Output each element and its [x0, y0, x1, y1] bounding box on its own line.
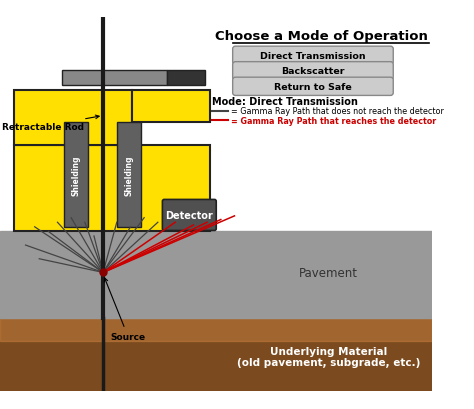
Text: Direct Transmission: Direct Transmission: [260, 52, 366, 61]
Text: Choose a Mode of Operation: Choose a Mode of Operation: [215, 29, 428, 43]
Bar: [14, 145, 210, 232]
FancyBboxPatch shape: [233, 47, 393, 65]
Bar: [0, 318, 432, 391]
Text: Mode: Direct Transmission: Mode: Direct Transmission: [212, 97, 357, 107]
Text: Return to Safe: Return to Safe: [274, 83, 352, 92]
Bar: [0, 232, 432, 318]
FancyBboxPatch shape: [233, 63, 393, 81]
Text: = Gamma Ray Path that reaches the detector: = Gamma Ray Path that reaches the detect…: [231, 116, 436, 125]
Text: Underlying Material
(old pavement, subgrade, etc.): Underlying Material (old pavement, subgr…: [237, 346, 420, 367]
Text: = Gamma Ray Path that does not reach the detector: = Gamma Ray Path that does not reach the…: [231, 107, 444, 116]
Text: Backscatter: Backscatter: [281, 67, 345, 76]
Text: Detector: Detector: [165, 211, 213, 220]
Bar: [167, 71, 205, 86]
FancyBboxPatch shape: [163, 200, 216, 231]
Bar: [117, 123, 140, 227]
FancyBboxPatch shape: [233, 78, 393, 96]
Bar: [14, 91, 132, 145]
Text: Shielding: Shielding: [124, 155, 133, 196]
Bar: [62, 71, 167, 86]
Bar: [132, 91, 210, 123]
Text: Retractable Rod: Retractable Rod: [2, 116, 99, 132]
Bar: [64, 123, 88, 227]
Text: Source: Source: [104, 278, 146, 341]
Bar: [0, 318, 432, 341]
Text: Pavement: Pavement: [299, 266, 358, 279]
Text: Shielding: Shielding: [71, 155, 80, 196]
